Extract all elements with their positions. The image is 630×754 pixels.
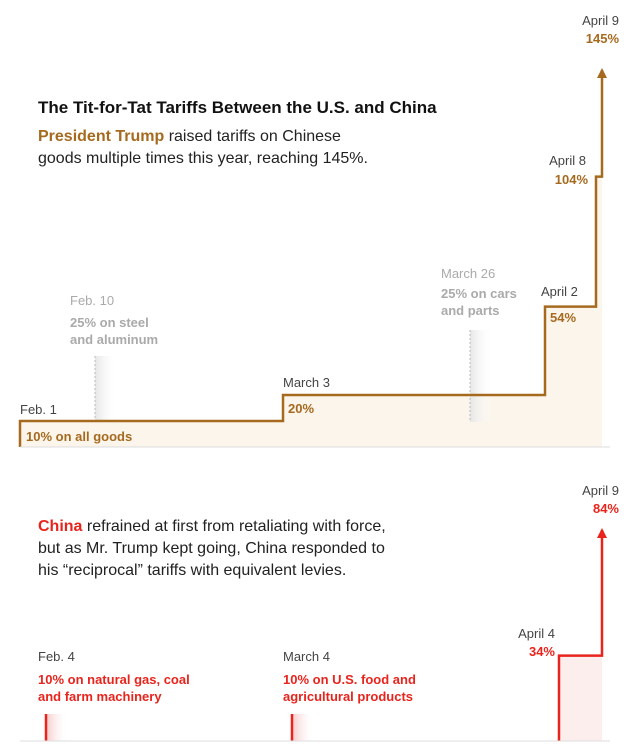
china-value-march4-2: agricultural products xyxy=(283,689,413,704)
us-value-april8: 104% xyxy=(555,172,589,187)
annotation-note-march26-1: 25% on cars xyxy=(441,286,517,301)
annotation-note-feb10-2: and aluminum xyxy=(70,332,158,347)
us-value-feb1: 10% on all goods xyxy=(26,429,132,444)
china-value-feb4-1: 10% on natural gas, coal xyxy=(38,672,190,687)
us-value-april2: 54% xyxy=(550,310,576,325)
annotation-date-march26: March 26 xyxy=(441,266,495,281)
us-date-march3: March 3 xyxy=(283,375,330,390)
us-date-feb1: Feb. 1 xyxy=(20,402,57,417)
us-step-line xyxy=(18,70,604,447)
us-subtitle-text1: raised tariffs on Chinese xyxy=(164,128,341,145)
annotation-note-march26-2: and parts xyxy=(441,303,500,318)
us-date-april8: April 8 xyxy=(549,153,586,168)
us-panel: The Tit-for-Tat Tariffs Between the U.S.… xyxy=(18,13,620,448)
us-area-fill xyxy=(20,70,602,447)
china-area-fill xyxy=(559,530,602,741)
china-date-april4: April 4 xyxy=(518,626,555,641)
china-value-feb4-2: and farm machinery xyxy=(38,689,162,704)
annotation-note-feb10-1: 25% on steel xyxy=(70,315,149,330)
china-subtitle-line3: his “reciprocal” tariffs with equivalent… xyxy=(38,562,346,579)
china-value-april9: 84% xyxy=(593,501,619,516)
us-value-april9: 145% xyxy=(586,31,620,46)
us-subtitle-line2: goods multiple times this year, reaching… xyxy=(38,150,368,167)
us-date-april9: April 9 xyxy=(582,13,619,28)
annotation-date-feb10: Feb. 10 xyxy=(70,293,114,308)
annotation-marker-march26 xyxy=(470,330,492,422)
china-marker-feb4-fill xyxy=(46,714,68,741)
china-subtitle-line1: China refrained at first from retaliatin… xyxy=(38,518,386,535)
china-date-march4: March 4 xyxy=(283,649,330,664)
us-value-march3: 20% xyxy=(288,401,314,416)
chart-title: The Tit-for-Tat Tariffs Between the U.S.… xyxy=(38,98,437,117)
us-arrow-head xyxy=(597,68,607,78)
china-marker-march4-fill xyxy=(292,714,314,741)
china-arrow-head xyxy=(597,528,607,538)
china-date-april9: April 9 xyxy=(582,483,619,498)
annotation-marker-feb10 xyxy=(95,356,117,422)
china-subtitle-highlight: China xyxy=(38,518,83,535)
china-value-march4-1: 10% on U.S. food and xyxy=(283,672,416,687)
china-step-line xyxy=(557,530,604,741)
us-date-april2: April 2 xyxy=(541,284,578,299)
china-date-feb4: Feb. 4 xyxy=(38,649,75,664)
china-panel: China refrained at first from retaliatin… xyxy=(20,483,619,742)
china-subtitle-text1: refrained at first from retaliating with… xyxy=(82,518,385,535)
us-subtitle-line1: President Trump raised tariffs on Chines… xyxy=(38,128,341,145)
china-value-april4: 34% xyxy=(529,644,555,659)
us-subtitle-highlight: President Trump xyxy=(38,128,164,145)
china-subtitle-line2: but as Mr. Trump kept going, China respo… xyxy=(38,540,385,557)
